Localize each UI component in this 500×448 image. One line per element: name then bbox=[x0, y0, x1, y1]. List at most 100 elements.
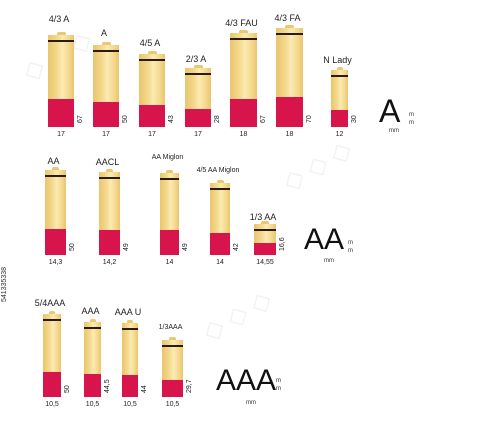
battery-diameter: 17 bbox=[102, 131, 110, 138]
battery-length: 29,7 bbox=[186, 379, 193, 393]
battery-length: 50 bbox=[122, 115, 129, 123]
battery-diameter: 17 bbox=[194, 131, 202, 138]
battery-cap bbox=[336, 67, 343, 70]
battery-name: 4/3 A bbox=[48, 14, 70, 24]
group-label-aaa: AAA bbox=[216, 364, 277, 397]
battery-stripe bbox=[93, 50, 119, 52]
battery-wrap-band bbox=[185, 109, 211, 127]
battery-wrap-band bbox=[230, 99, 257, 127]
watermark: ◇ ◇ ◇ bbox=[277, 133, 357, 197]
battery-diameter: 17 bbox=[57, 131, 65, 138]
battery-length: 30 bbox=[351, 115, 358, 123]
battery-name: AACL bbox=[95, 157, 120, 167]
battery-stripe bbox=[162, 345, 183, 347]
battery-diameter: 14 bbox=[216, 259, 224, 266]
battery-wrap-band bbox=[254, 243, 276, 255]
battery-length: 50 bbox=[69, 243, 76, 251]
battery-diameter: 12 bbox=[335, 131, 344, 138]
battery-length: 67 bbox=[260, 115, 267, 123]
battery-name: 1/3 AA bbox=[249, 212, 277, 222]
battery-stripe bbox=[331, 75, 348, 77]
battery-diameter: 18 bbox=[239, 131, 248, 138]
battery-stripe bbox=[43, 319, 61, 321]
battery-stripe bbox=[45, 175, 66, 177]
battery-length: 70 bbox=[306, 115, 313, 123]
unit-m: m bbox=[409, 120, 414, 126]
battery-cap bbox=[169, 337, 176, 340]
unit-mm: mm bbox=[246, 400, 256, 406]
battery-stripe bbox=[99, 177, 120, 179]
battery-diameter: 14,2 bbox=[102, 259, 117, 266]
battery-length: 28 bbox=[214, 115, 221, 123]
battery-stripe bbox=[139, 59, 165, 61]
battery-diameter: 14,55 bbox=[256, 259, 274, 266]
battery-diameter: 10,5 bbox=[45, 401, 59, 408]
battery-diameter: 18 bbox=[285, 131, 294, 138]
battery-stripe bbox=[210, 188, 230, 190]
unit-m: m bbox=[409, 112, 414, 118]
battery-cap bbox=[52, 167, 59, 170]
battery-wrap-band bbox=[160, 230, 179, 255]
battery-name: AAA U bbox=[114, 307, 142, 317]
unit-m: m bbox=[276, 378, 281, 384]
battery-name: 4/3 FA bbox=[274, 13, 301, 23]
battery-stripe bbox=[254, 229, 276, 231]
battery-name: 4/5 AA Miglon bbox=[196, 167, 240, 174]
battery-stripe bbox=[185, 73, 211, 75]
battery-name: A bbox=[100, 28, 108, 38]
group-label-a: A bbox=[379, 93, 401, 129]
battery-wrap-band bbox=[162, 380, 183, 397]
battery-wrap-band bbox=[139, 105, 165, 127]
battery-cap bbox=[56, 32, 66, 35]
battery-cap bbox=[239, 30, 248, 33]
battery-stripe bbox=[48, 40, 74, 42]
battery-cap bbox=[193, 65, 203, 68]
battery-stripe bbox=[160, 178, 179, 180]
battery-cap bbox=[285, 25, 294, 28]
battery-cap bbox=[216, 180, 224, 183]
battery-cap bbox=[147, 51, 157, 54]
battery-name: 4/5 A bbox=[139, 38, 161, 48]
battery-name: 4/3 FAU bbox=[225, 18, 258, 28]
battery-diameter: 10,5 bbox=[123, 401, 137, 408]
battery-name: AA bbox=[47, 156, 60, 166]
battery-diameter: 10,5 bbox=[85, 401, 100, 408]
battery-cap bbox=[261, 221, 269, 224]
battery-stripe bbox=[122, 328, 138, 330]
group-label-aa: AA bbox=[304, 223, 345, 256]
unit-m: m bbox=[348, 240, 353, 246]
battery-wrap-band bbox=[45, 229, 66, 255]
battery-name: 1/3AAA bbox=[158, 324, 183, 331]
battery-cap bbox=[166, 170, 173, 173]
battery-length: 50 bbox=[64, 385, 71, 393]
battery-wrap-band bbox=[210, 233, 230, 255]
battery-length: 49 bbox=[182, 243, 189, 251]
battery-diameter: 17 bbox=[148, 131, 156, 138]
battery-length: 43 bbox=[168, 115, 175, 123]
unit-m: m bbox=[348, 248, 353, 254]
battery-diameter: 10,5 bbox=[165, 401, 180, 408]
unit-m: m bbox=[276, 386, 281, 392]
stock-id: 541335338 bbox=[1, 266, 8, 302]
watermark: ◇ ◇ ◇ bbox=[197, 283, 277, 347]
battery-wrap-band bbox=[331, 110, 348, 127]
battery-stripe bbox=[84, 327, 101, 329]
battery-length: 42 bbox=[233, 243, 240, 251]
battery-name: 2/3 A bbox=[185, 54, 207, 64]
battery-cap bbox=[101, 42, 111, 45]
battery-name: 5/4AAA bbox=[34, 298, 66, 308]
battery-wrap-band bbox=[93, 102, 119, 127]
unit-mm: mm bbox=[324, 258, 334, 264]
battery-length: 67 bbox=[77, 115, 84, 123]
battery-stripe bbox=[276, 33, 303, 35]
battery-length: 16,6 bbox=[279, 237, 286, 251]
battery-stripe bbox=[230, 38, 257, 40]
battery-wrap-band bbox=[48, 99, 74, 127]
battery-wrap-band bbox=[276, 97, 303, 127]
battery-wrap-band bbox=[84, 374, 101, 397]
battery-cap bbox=[127, 320, 133, 323]
battery-name: N Lady bbox=[323, 55, 352, 65]
unit-mm: mm bbox=[389, 128, 399, 134]
battery-wrap-band bbox=[43, 372, 61, 397]
